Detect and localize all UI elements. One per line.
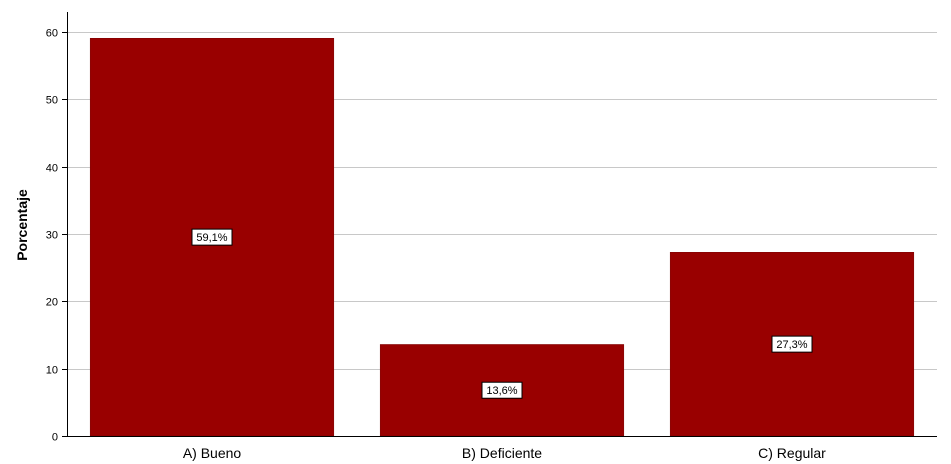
data-label-text: 13,6% [486,385,517,397]
data-label: 27,3% [771,335,813,353]
y-tick-labels: 0 10 20 30 40 50 60 [46,28,58,444]
y-tick-label: 40 [46,163,58,175]
bars [89,37,915,437]
data-label-text: 27,3% [776,339,807,351]
y-tick-label: 50 [46,95,58,107]
data-label-box [771,335,813,353]
x-tick-label: C) Regular [758,445,826,461]
axes [62,12,937,437]
y-tick-label: 30 [46,230,58,242]
data-labels: 59,1% 13,6% 27,3% [191,228,813,399]
y-tick-label: 60 [46,28,58,40]
y-tick-label: 10 [46,365,58,377]
data-label-box [481,381,523,399]
data-label: 13,6% [481,381,523,399]
data-label-box [191,228,233,246]
data-label: 59,1% [191,228,233,246]
data-label-text: 59,1% [196,232,227,244]
y-axis-title: Porcentaje [14,189,30,261]
y-tick-label: 20 [46,297,58,309]
y-tick-label: 0 [52,432,58,444]
x-tick-label: A) Bueno [183,445,242,461]
x-tick-labels: A) Bueno B) Deficiente C) Regular [183,445,826,461]
x-tick-label: B) Deficiente [462,445,542,461]
